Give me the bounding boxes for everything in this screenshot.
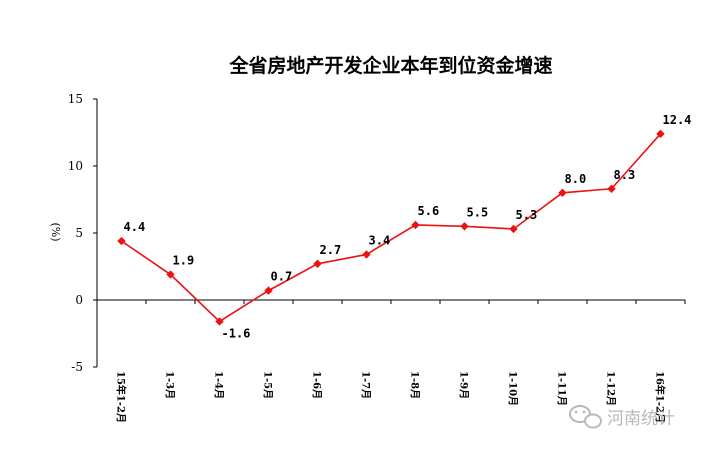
data-point-marker	[656, 129, 665, 139]
data-label: 1.9	[173, 254, 195, 268]
data-label: 4.4	[124, 220, 146, 234]
data-point-marker	[362, 250, 371, 259]
x-tick-label: 1-4月	[213, 371, 225, 399]
wechat-icon	[569, 405, 602, 429]
data-point-marker	[264, 286, 273, 295]
x-tick-label: 16年1-2月	[654, 371, 667, 423]
series-line	[121, 133, 662, 323]
data-point-marker	[117, 236, 126, 246]
y-tick-label: 0	[75, 293, 83, 307]
x-tick-label: 1-9月	[458, 371, 470, 399]
y-ticks: 15 10 5 0 -5	[68, 92, 97, 374]
data-label: 3.4	[369, 233, 391, 247]
data-label: 5.5	[467, 205, 489, 219]
chart-title: 全省房地产开发企业本年到位资金增速	[228, 54, 552, 77]
x-tick-label: 1-10月	[507, 371, 519, 406]
data-label: 0.7	[271, 270, 293, 284]
y-tick-label: -5	[71, 360, 83, 374]
data-label: -1.6	[222, 326, 251, 340]
watermark: 河南统计	[569, 405, 675, 429]
series-points	[117, 129, 665, 326]
data-point-marker	[558, 188, 567, 197]
y-axis-label: (%)	[49, 222, 62, 241]
x-tick-label: 1-5月	[262, 371, 274, 399]
data-point-marker	[607, 184, 616, 193]
data-point-marker	[313, 259, 322, 269]
data-label: 8.0	[565, 172, 587, 186]
data-label: 5.3	[516, 208, 538, 222]
x-tick-label: 1-8月	[409, 371, 421, 399]
x-tick-label: 1-7月	[360, 371, 372, 399]
data-point-marker	[460, 222, 469, 231]
y-tick-label: 15	[68, 92, 83, 106]
x-tick-label: 1-3月	[164, 371, 176, 399]
x-ticks: 15年1-2月 1-3月 1-4月 1-5月 1-6月 1-7月 1-8月 1-9月 1-10月…	[96, 300, 686, 423]
data-label: 2.7	[320, 243, 342, 257]
x-tick-label: 15年1-2月	[115, 371, 128, 423]
axes	[96, 99, 685, 367]
data-point-marker	[509, 224, 518, 234]
x-tick-label: 1-6月	[311, 371, 323, 399]
x-tick-label: 1-11月	[556, 371, 568, 406]
x-tick-label: 1-12月	[605, 371, 617, 406]
data-point-marker	[411, 220, 420, 230]
y-tick-label: 10	[68, 159, 83, 173]
data-point-marker	[215, 317, 224, 326]
data-label: 8.3	[614, 168, 636, 182]
series-polyline	[121, 133, 662, 323]
y-tick-label: 5	[75, 226, 83, 240]
data-label: 5.6	[418, 204, 440, 218]
data-label: 12.4	[663, 113, 692, 127]
watermark-text: 河南统计	[607, 409, 675, 429]
data-labels: 4.4 1.9 -1.6 0.7 2.7 3.4 5.6 5.5 5.3 8.0 8.3 12.4	[124, 113, 692, 341]
data-point-marker	[166, 270, 175, 279]
